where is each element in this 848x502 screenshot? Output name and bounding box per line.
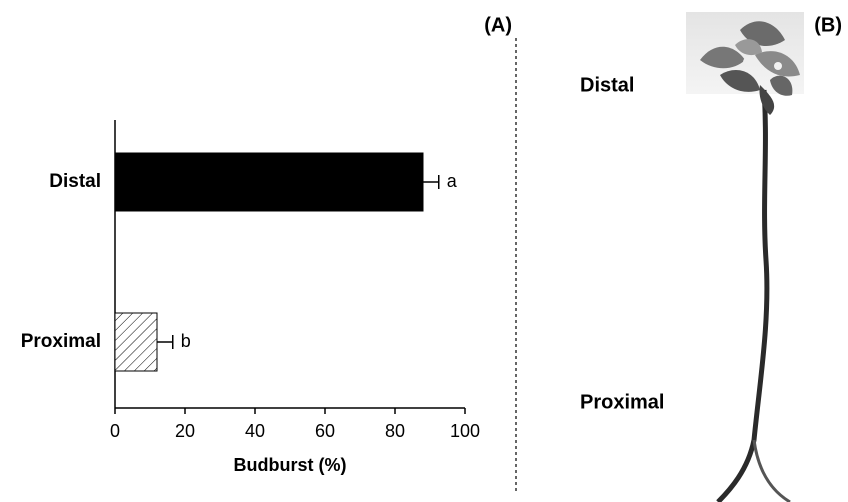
x-tick-label: 80 [385,421,405,441]
photo-label: Distal [580,74,634,96]
x-axis-title: Budburst (%) [234,455,347,475]
figure: (A) Budburst (%) (B) Distal Proximal 0 20… [0,0,848,502]
page: {"chart_data": {"type": "hbar", "panel_l… [0,0,848,502]
x-tick-label: 60 [315,421,335,441]
significance-label: a [447,171,458,191]
photo-label: Proximal [580,391,664,413]
x-tick-label: 40 [245,421,265,441]
panel-label: (B) [814,14,842,36]
significance-label: b [181,331,191,351]
bar [115,153,423,211]
error-bar [423,175,439,189]
panel-label: (A) [484,14,512,36]
plant-photo [686,12,804,502]
x-tick-label: 20 [175,421,195,441]
y-tick-label: Proximal [21,331,101,352]
bar [115,313,157,371]
x-tick-label: 0 [110,421,120,441]
y-tick-label: Distal [49,171,101,192]
error-bar [157,335,173,349]
x-tick-label: 100 [450,421,480,441]
